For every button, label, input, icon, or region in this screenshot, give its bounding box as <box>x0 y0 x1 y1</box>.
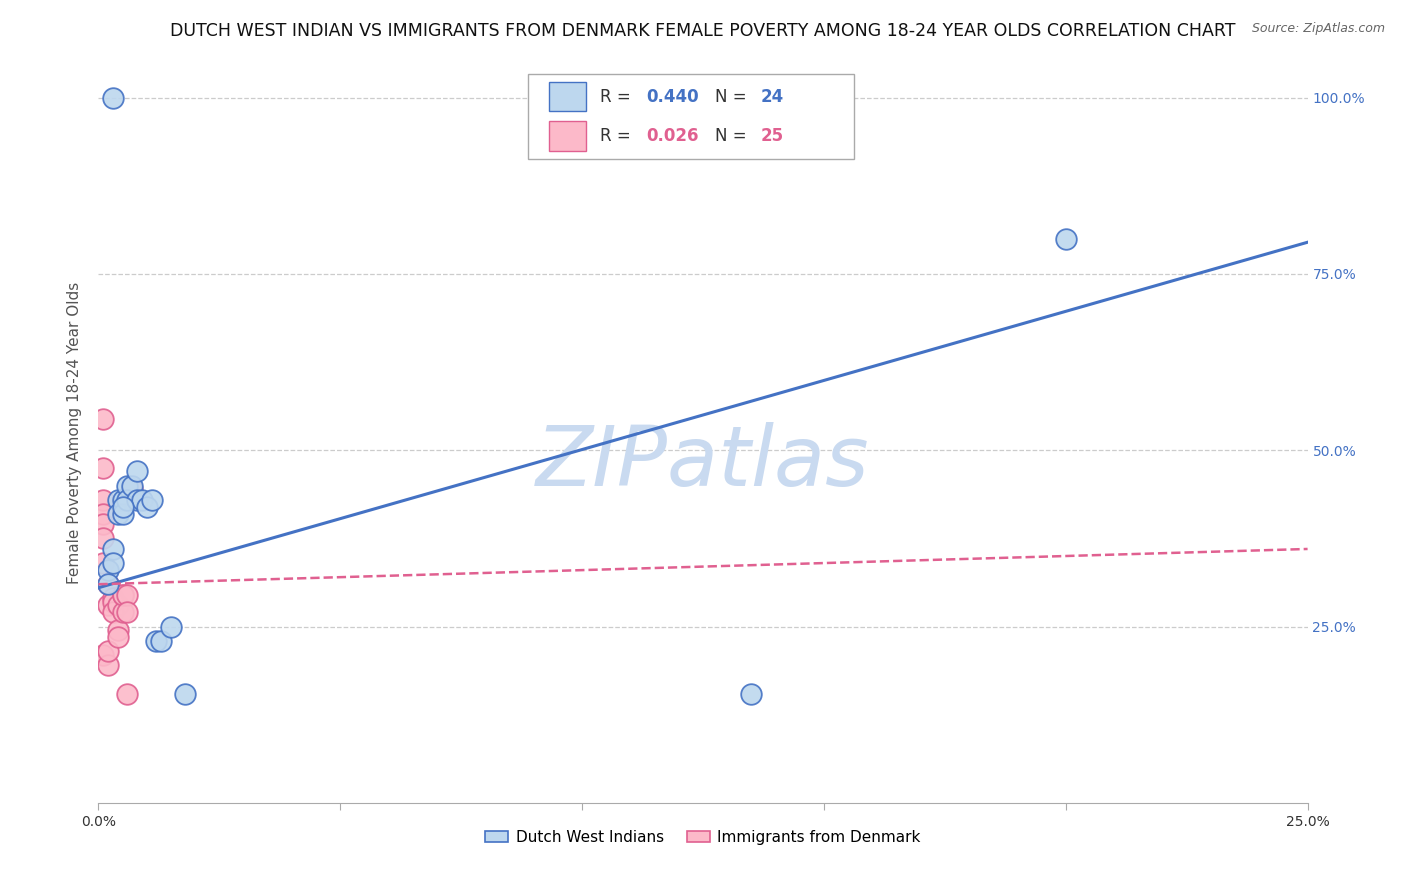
FancyBboxPatch shape <box>550 121 586 151</box>
Point <box>117 606 139 620</box>
Point <box>101 91 124 105</box>
Point <box>107 623 129 637</box>
Point <box>97 563 120 577</box>
Point <box>91 411 114 425</box>
Point <box>91 556 114 570</box>
Point <box>97 577 120 591</box>
Point <box>111 606 134 620</box>
FancyBboxPatch shape <box>550 82 586 112</box>
Text: ZIPatlas: ZIPatlas <box>536 422 870 503</box>
Point <box>107 507 129 521</box>
Text: Source: ZipAtlas.com: Source: ZipAtlas.com <box>1251 22 1385 36</box>
Text: 25: 25 <box>761 127 785 145</box>
Point <box>1054 232 1077 246</box>
Text: N =: N = <box>716 87 752 105</box>
Point <box>160 619 183 633</box>
Point <box>111 492 134 507</box>
Point <box>111 507 134 521</box>
Point <box>145 633 167 648</box>
Point <box>150 633 173 648</box>
FancyBboxPatch shape <box>527 73 855 159</box>
Point <box>101 556 124 570</box>
Point <box>97 658 120 673</box>
Point <box>101 606 124 620</box>
Point <box>127 464 149 478</box>
Point <box>111 500 134 514</box>
Point <box>127 492 149 507</box>
Text: R =: R = <box>600 87 637 105</box>
Point <box>117 588 139 602</box>
Y-axis label: Female Poverty Among 18-24 Year Olds: Female Poverty Among 18-24 Year Olds <box>67 282 83 583</box>
Point <box>91 507 114 521</box>
Point <box>121 482 143 496</box>
Point <box>117 686 139 700</box>
Point <box>101 591 124 606</box>
Point <box>101 595 124 609</box>
Point <box>135 500 157 514</box>
Point <box>117 492 139 507</box>
Legend: Dutch West Indians, Immigrants from Denmark: Dutch West Indians, Immigrants from Denm… <box>479 823 927 851</box>
Text: R =: R = <box>600 127 637 145</box>
Text: 0.026: 0.026 <box>647 127 699 145</box>
Point <box>91 461 114 475</box>
Point <box>91 517 114 532</box>
Point <box>111 588 134 602</box>
Point <box>174 686 197 700</box>
Point <box>107 492 129 507</box>
Point <box>121 478 143 492</box>
Point <box>131 492 153 507</box>
Point <box>91 648 114 662</box>
Point <box>97 644 120 658</box>
Point <box>97 599 120 613</box>
Point <box>107 599 129 613</box>
Point <box>101 541 124 556</box>
Point <box>141 492 163 507</box>
Point <box>740 686 762 700</box>
Text: N =: N = <box>716 127 752 145</box>
Point <box>91 532 114 546</box>
Text: 24: 24 <box>761 87 785 105</box>
Text: DUTCH WEST INDIAN VS IMMIGRANTS FROM DENMARK FEMALE POVERTY AMONG 18-24 YEAR OLD: DUTCH WEST INDIAN VS IMMIGRANTS FROM DEN… <box>170 22 1236 40</box>
Point <box>91 492 114 507</box>
Point <box>111 588 134 602</box>
Text: 0.440: 0.440 <box>647 87 699 105</box>
Point <box>97 577 120 591</box>
Point <box>107 630 129 644</box>
Point <box>117 478 139 492</box>
